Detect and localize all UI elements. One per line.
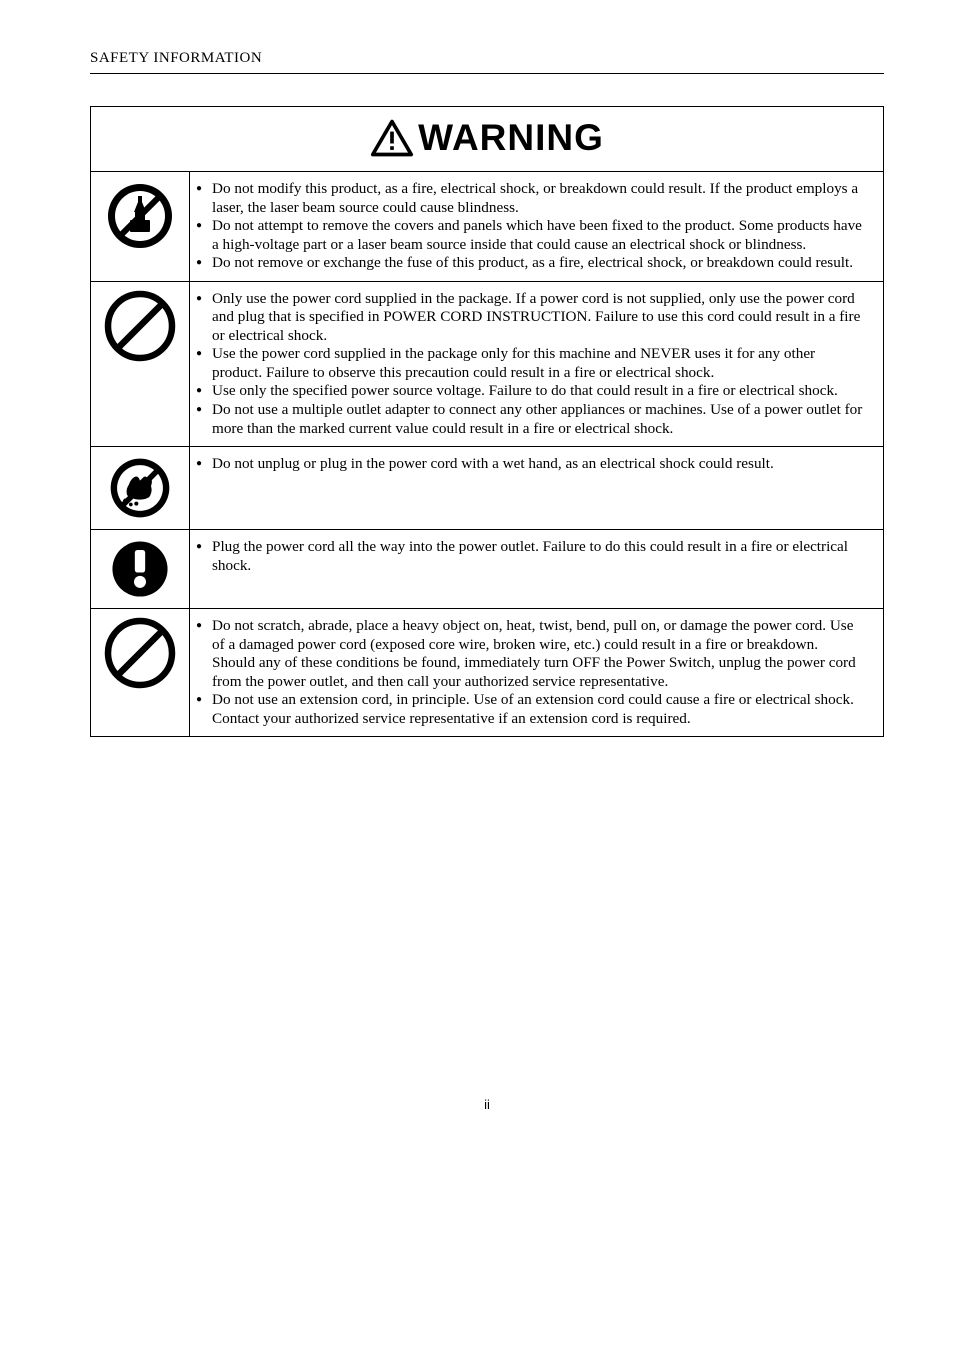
- bullet-list: Do not unplug or plug in the power cord …: [196, 455, 869, 474]
- no-disassembly-icon: [104, 180, 176, 252]
- warning-label: WARNING: [418, 117, 604, 159]
- header-underline: [90, 73, 884, 74]
- list-item: Do not modify this product, as a fire, e…: [196, 180, 869, 217]
- table-row: Do not unplug or plug in the power cord …: [91, 447, 884, 530]
- list-item: Do not unplug or plug in the power cord …: [196, 455, 869, 474]
- warning-header-cell: WARNING: [91, 107, 884, 172]
- table-row: Only use the power cord supplied in the …: [91, 281, 884, 446]
- warning-triangle-icon: [370, 118, 414, 158]
- bullet-list: Do not scratch, abrade, place a heavy ob…: [196, 617, 869, 728]
- list-item: Use only the specified power source volt…: [196, 382, 869, 401]
- section-header: SAFETY INFORMATION: [90, 50, 884, 67]
- list-item: Do not attempt to remove the covers and …: [196, 217, 869, 254]
- mandatory-icon: [109, 538, 171, 600]
- prohibit-icon: [104, 290, 176, 362]
- table-row: Do not modify this product, as a fire, e…: [91, 172, 884, 282]
- list-item: Do not remove or exchange the fuse of th…: [196, 254, 869, 273]
- list-item: Plug the power cord all the way into the…: [196, 538, 869, 575]
- table-row: Do not scratch, abrade, place a heavy ob…: [91, 609, 884, 737]
- list-item: Do not scratch, abrade, place a heavy ob…: [196, 617, 869, 691]
- page-number: ii: [90, 1097, 884, 1112]
- list-item: Do not use a multiple outlet adapter to …: [196, 401, 869, 438]
- warning-table: WARNING: [90, 106, 884, 737]
- list-item: Only use the power cord supplied in the …: [196, 290, 869, 346]
- table-row: Plug the power cord all the way into the…: [91, 530, 884, 609]
- bullet-list: Only use the power cord supplied in the …: [196, 290, 869, 438]
- list-item: Do not use an extension cord, in princip…: [196, 691, 869, 728]
- prohibit-icon: [104, 617, 176, 689]
- bullet-list: Plug the power cord all the way into the…: [196, 538, 869, 575]
- list-item: Use the power cord supplied in the packa…: [196, 345, 869, 382]
- no-wet-hand-icon: [107, 455, 173, 521]
- bullet-list: Do not modify this product, as a fire, e…: [196, 180, 869, 273]
